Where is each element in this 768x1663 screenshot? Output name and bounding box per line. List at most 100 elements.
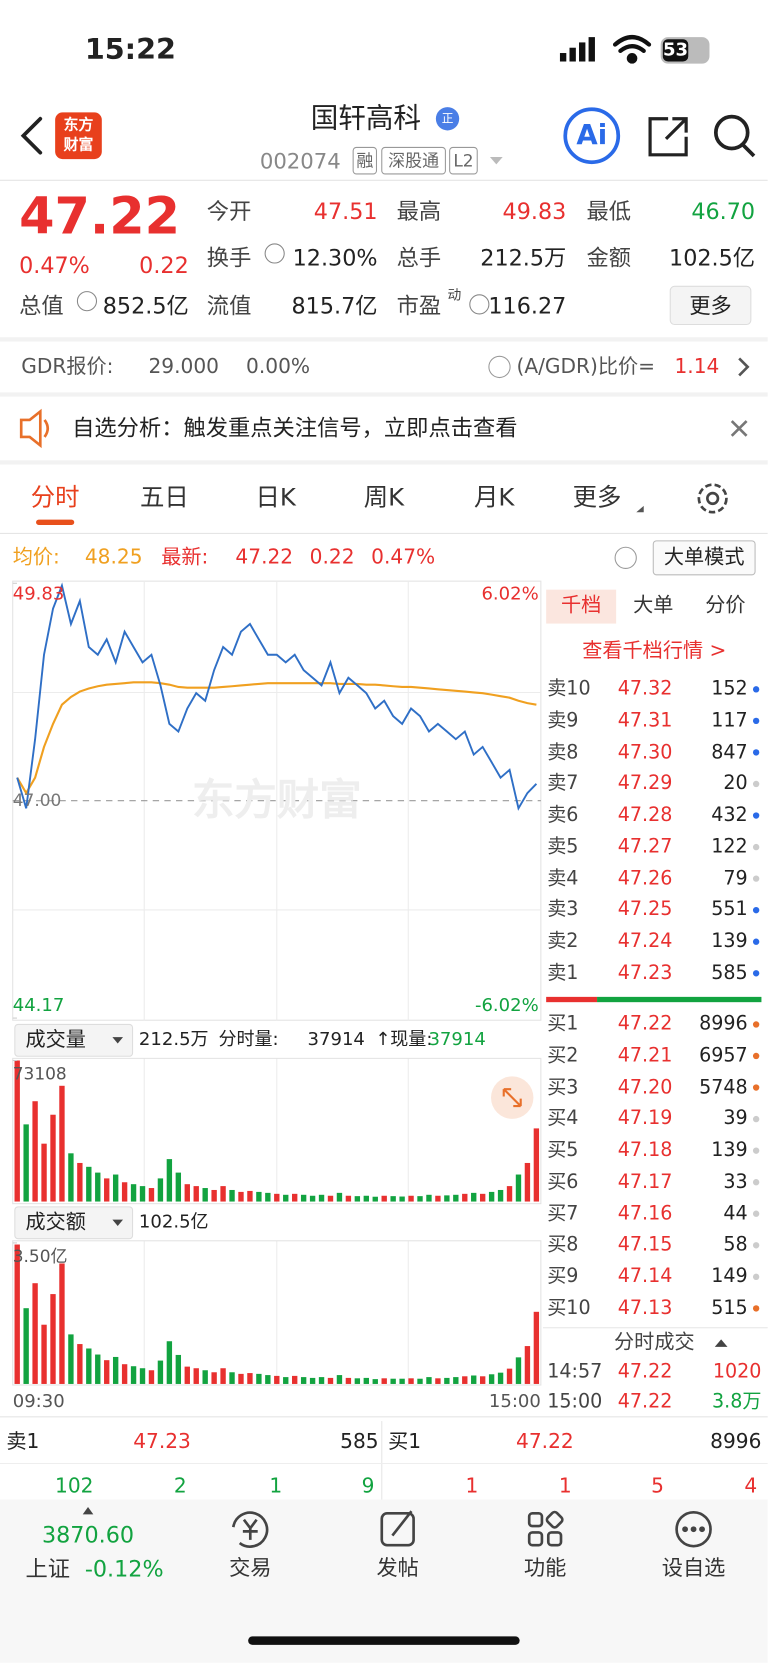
back-button[interactable] xyxy=(20,116,43,155)
book-tab[interactable]: 大单 xyxy=(633,593,674,617)
volume-bar xyxy=(292,1193,298,1202)
amount-bar xyxy=(211,1372,217,1384)
tab[interactable]: 月K xyxy=(473,484,515,512)
volume-bar xyxy=(399,1196,405,1202)
book-price: 47.23 xyxy=(617,961,673,984)
amount-bar xyxy=(435,1378,441,1384)
book-qty: 5748 xyxy=(699,1075,748,1099)
volume-bar xyxy=(381,1195,387,1202)
book-qty: 847 xyxy=(711,740,748,764)
volume-bar xyxy=(238,1191,244,1202)
field-label: 今开 xyxy=(206,198,252,225)
field-value: 852.5亿 xyxy=(102,293,189,319)
volume-chart-frame xyxy=(12,1057,542,1205)
book-dot xyxy=(752,1052,760,1060)
volume-bar xyxy=(336,1192,343,1202)
more-button[interactable]: 更多 xyxy=(689,292,732,319)
volume-bar xyxy=(435,1195,441,1202)
selector[interactable]: 成交额 xyxy=(25,1210,86,1234)
amount-bar xyxy=(515,1357,522,1384)
amount-bar xyxy=(283,1377,289,1384)
field-value: 116.27 xyxy=(488,293,567,319)
nav-item[interactable]: 交易 xyxy=(229,1554,272,1581)
amount-bar xyxy=(300,1377,307,1384)
count: 102 xyxy=(55,1474,94,1498)
tag-box xyxy=(352,146,378,175)
book-link[interactable]: 查看千档行情 > xyxy=(582,638,727,663)
book-label: 买5 xyxy=(547,1138,579,1162)
book-dot xyxy=(752,1210,760,1217)
tab[interactable]: 分时 xyxy=(30,484,80,512)
mode-button[interactable]: 大单模式 xyxy=(663,545,745,569)
settings-button[interactable] xyxy=(697,483,728,514)
amount-bar xyxy=(202,1370,208,1384)
tab[interactable]: 更多 xyxy=(572,484,622,512)
book-label: 卖10 xyxy=(547,677,591,700)
volume-bar xyxy=(462,1193,468,1202)
book-price: 47.27 xyxy=(617,835,673,858)
volume-bar xyxy=(220,1186,226,1202)
book-tab[interactable]: 分价 xyxy=(705,593,746,617)
close-button[interactable] xyxy=(730,420,748,437)
book-label: 买1 xyxy=(547,1012,579,1036)
divider xyxy=(0,392,768,397)
amount-max-label: 3.50亿 xyxy=(12,1246,68,1267)
book-dot xyxy=(752,1242,760,1249)
field-label: 最低 xyxy=(586,198,631,225)
amount-bar xyxy=(256,1373,262,1384)
book-price: 47.15 xyxy=(617,1233,673,1256)
nav-item[interactable]: 设自选 xyxy=(661,1554,726,1581)
ai-label[interactable]: Ai xyxy=(576,119,608,152)
book-dot xyxy=(752,780,760,788)
gdr-change: 0.00% xyxy=(246,354,311,379)
field-value: 212.5万 xyxy=(480,245,567,271)
book-price: 47.20 xyxy=(617,1075,673,1099)
field-value: 47.51 xyxy=(313,198,378,225)
amount-bar xyxy=(86,1348,92,1384)
tab[interactable]: 五日 xyxy=(139,484,189,512)
level1-label: 卖1 xyxy=(6,1430,40,1454)
book-dot xyxy=(752,1305,760,1312)
selector[interactable]: 成交量 xyxy=(25,1028,86,1052)
field-value: 102.5亿 xyxy=(669,245,756,271)
tab[interactable]: 周K xyxy=(363,484,405,512)
selector-box[interactable] xyxy=(14,1023,134,1057)
gdr-ratio-label: (A/GDR)比价= xyxy=(516,354,656,379)
share-button[interactable] xyxy=(648,117,688,157)
gdr-label: GDR报价: xyxy=(21,354,114,379)
selector-box[interactable] xyxy=(14,1206,134,1240)
field-label: 总值 xyxy=(19,293,64,319)
more-button[interactable] xyxy=(669,285,752,326)
amount-bar xyxy=(50,1294,56,1384)
book-tab[interactable]: 千档 xyxy=(560,593,602,617)
volume-bar xyxy=(506,1186,513,1202)
field-label: 金额 xyxy=(586,245,631,271)
amount-bar xyxy=(336,1375,343,1384)
amount-bar xyxy=(408,1378,414,1384)
volume-bar xyxy=(283,1194,289,1202)
amount-bar xyxy=(220,1368,226,1384)
nav-item[interactable]: 发帖 xyxy=(376,1554,419,1581)
tag-box xyxy=(381,146,446,175)
book-price: 47.18 xyxy=(617,1138,673,1162)
nav-item[interactable]: 功能 xyxy=(523,1554,567,1581)
amount-bar xyxy=(327,1377,334,1384)
amount-bar xyxy=(471,1375,477,1384)
tab[interactable]: 日K xyxy=(255,484,296,512)
book-dot xyxy=(752,1179,760,1186)
avg-line xyxy=(16,681,537,796)
index-value[interactable]: 3870.60 xyxy=(41,1522,135,1548)
amount-bar xyxy=(488,1374,495,1384)
amount-chart-frame xyxy=(12,1240,542,1386)
notice[interactable]: 自选分析：触发重点关注信号，立即点击查看 xyxy=(72,415,518,441)
mode-button[interactable] xyxy=(652,540,756,576)
wifi-icon xyxy=(612,35,652,64)
volume-bar xyxy=(453,1194,459,1202)
search-button[interactable] xyxy=(713,114,756,158)
ai-button[interactable] xyxy=(563,107,621,165)
level1-price: 47.23 xyxy=(133,1430,191,1454)
nav-icon xyxy=(231,1511,269,1548)
book-label: 买10 xyxy=(547,1296,591,1319)
amount-bar xyxy=(68,1334,74,1384)
